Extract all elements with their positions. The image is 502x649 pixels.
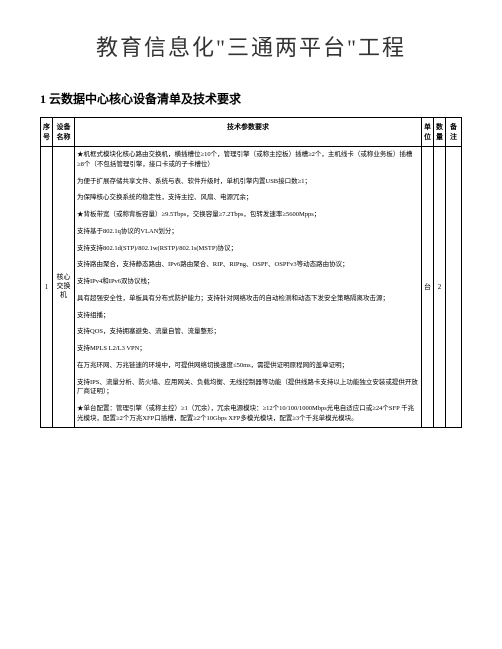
spec-line: 支持基于802.1q协议的VLAN划分； [77, 227, 419, 237]
spec-line: 支持支持802.1d(STP)/802.1w(RSTP)/802.1s(MSTP… [77, 244, 419, 254]
header-name: 设备名称 [53, 118, 75, 147]
spec-table: 序号 设备名称 技术参数要求 单位 数量 备注 1核心交换机★机框式模块化核心路… [40, 117, 462, 428]
spec-table-wrap: 序号 设备名称 技术参数要求 单位 数量 备注 1核心交换机★机框式模块化核心路… [40, 117, 462, 428]
section-heading: 1 云数据中心核心设备清单及技术要求 [40, 90, 462, 107]
spec-line: 为保障核心交换系统的稳定性，支持主控、风扇、电源冗余； [77, 193, 419, 203]
spec-line: 支持IPv4和IPv6双协议栈； [77, 277, 419, 287]
cell-name: 核心交换机 [53, 147, 75, 428]
header-index: 序号 [41, 118, 53, 147]
spec-line: ★背板带宽（或称背板容量）≥9.5Tbps，交换容量≥7.2Tbps，包转发速率… [77, 210, 419, 220]
cell-unit: 台 [422, 147, 434, 428]
table-header-row: 序号 设备名称 技术参数要求 单位 数量 备注 [41, 118, 462, 147]
spec-line: ★单台配置：管理引擎（或称主控）≥1（冗余），冗余电源模块：≥12个10/100… [77, 404, 419, 424]
spec-line: 支持组播； [77, 311, 419, 321]
cell-index: 1 [41, 147, 53, 428]
header-note: 备注 [446, 118, 462, 147]
header-spec: 技术参数要求 [75, 118, 422, 147]
spec-line: 支持路由聚合，支持静态路由、IPv6路由聚合、RIP、RIPng、OSPF、OS… [77, 260, 419, 270]
table-row: 1核心交换机★机框式模块化核心路由交换机，横插槽位≥10个，管理引擎（或称主控板… [41, 147, 462, 428]
spec-line: 具有超强安全性，单板具有分布式防护能力；支持针对网络攻击的自动检测和动态下发安全… [77, 294, 419, 304]
spec-line: 在万兆环网、万兆链速的环境中，可提供网络切换速度≤50ms，需提供证明原程网的盖… [77, 361, 419, 371]
spec-line: 支持IPS、流量分析、防火墙、应用网关、负载均衡、无线控制器等功能（提供线路卡支… [77, 378, 419, 398]
cell-qty: 2 [434, 147, 446, 428]
spec-line: ★机框式模块化核心路由交换机，横插槽位≥10个，管理引擎（或称主控板）插槽≥2个… [77, 150, 419, 170]
cell-spec: ★机框式模块化核心路由交换机，横插槽位≥10个，管理引擎（或称主控板）插槽≥2个… [75, 147, 422, 428]
spec-line: 支持QOS，支持拥塞避免、流量自管、流量整形； [77, 327, 419, 337]
header-unit: 单位 [422, 118, 434, 147]
spec-line: 为便于扩展存储共享文件、系统与表、软件升级时，单机引擎内置USB接口数≥1； [77, 177, 419, 187]
cell-note [446, 147, 462, 428]
header-qty: 数量 [434, 118, 446, 147]
page-title: 教育信息化"三通两平台"工程 [40, 30, 462, 62]
spec-line: 支持MPLS L2/L3 VPN； [77, 344, 419, 354]
